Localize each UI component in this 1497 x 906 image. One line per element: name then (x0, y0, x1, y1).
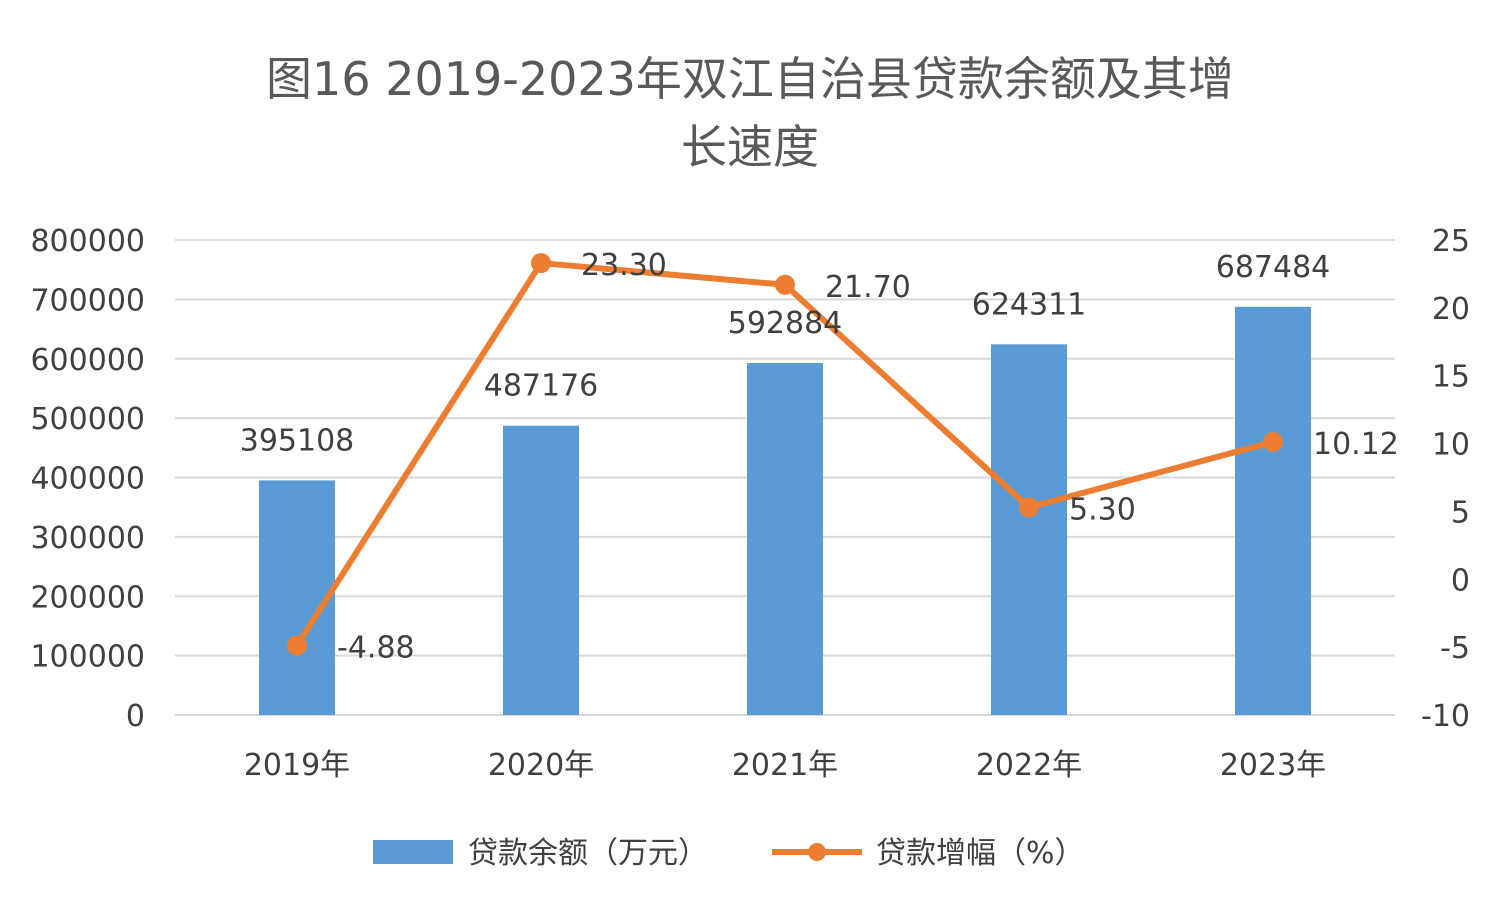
bar-data-label: 687484 (1216, 250, 1331, 285)
legend-bar-swatch (373, 840, 453, 864)
bar-data-label: 395108 (240, 423, 355, 458)
line-point (531, 253, 551, 274)
right-axis-tick-label: 5 (1451, 495, 1470, 530)
left-axis-tick-label: 0 (126, 699, 145, 734)
right-axis-tick-label: -5 (1440, 631, 1470, 666)
left-axis-tick-label: 600000 (30, 343, 145, 378)
bar-data-label: 592884 (728, 306, 843, 341)
x-axis-tick-label: 2023年 (1220, 748, 1326, 783)
x-axis: 2019年 2020年 2021年 2022年 2023年 (244, 748, 1326, 783)
left-axis-tick-label: 100000 (30, 640, 145, 675)
left-axis-tick-label: 400000 (30, 462, 145, 497)
legend-line-marker (808, 843, 826, 861)
bar (503, 425, 579, 715)
left-axis: 0 100000 200000 300000 400000 500000 600000 700… (30, 224, 145, 734)
bar-data-label: 624311 (972, 287, 1087, 322)
x-axis-tick-label: 2020年 (488, 748, 594, 783)
bar-data-label: 487176 (484, 369, 599, 404)
right-axis-tick-label: 15 (1432, 360, 1470, 395)
line-point (775, 274, 795, 295)
bar (991, 344, 1067, 715)
legend-line-label: 贷款增幅（%） (876, 836, 1085, 871)
left-axis-tick-label: 200000 (30, 580, 145, 615)
right-axis-tick-label: 10 (1432, 428, 1470, 463)
left-axis-tick-label: 500000 (30, 402, 145, 437)
left-axis-tick-label: 700000 (30, 283, 145, 318)
right-axis-tick-label: -10 (1421, 699, 1470, 734)
chart-title-line-1: 图16 2019-2023年双江自治县贷款余额及其增 (266, 52, 1234, 106)
bar (259, 480, 335, 715)
line-data-label: 23.30 (581, 248, 667, 283)
line-data-label: -4.88 (337, 631, 415, 666)
x-axis-tick-label: 2019年 (244, 748, 350, 783)
data-labels: 395108 487176 592884 624311 687484 -4.88 23.30… (240, 248, 1399, 665)
left-axis-tick-label: 300000 (30, 521, 145, 556)
legend-bar-label: 贷款余额（万元） (468, 836, 708, 871)
chart-title-line-2: 长速度 (681, 120, 819, 174)
line-series (287, 253, 1283, 656)
line-data-label: 5.30 (1069, 492, 1136, 527)
line-point (1263, 431, 1283, 452)
line-data-label: 10.12 (1313, 427, 1399, 462)
line-point (1019, 497, 1039, 518)
bar-series (259, 306, 1311, 715)
x-axis-tick-label: 2021年 (732, 748, 838, 783)
right-axis-tick-label: 0 (1451, 563, 1470, 598)
right-axis: -10 -5 0 5 10 15 20 25 (1421, 224, 1470, 734)
line-data-label: 21.70 (825, 270, 911, 305)
line-point (287, 635, 307, 656)
right-axis-tick-label: 25 (1432, 224, 1470, 259)
bar (1235, 306, 1311, 715)
legend: 贷款余额（万元） 贷款增幅（%） (373, 836, 1085, 871)
left-axis-tick-label: 800000 (30, 224, 145, 259)
bar (747, 362, 823, 715)
chart-title-group: 图16 2019-2023年双江自治县贷款余额及其增 长速度 (266, 52, 1234, 174)
x-axis-tick-label: 2022年 (976, 748, 1082, 783)
right-axis-tick-label: 20 (1432, 292, 1470, 327)
